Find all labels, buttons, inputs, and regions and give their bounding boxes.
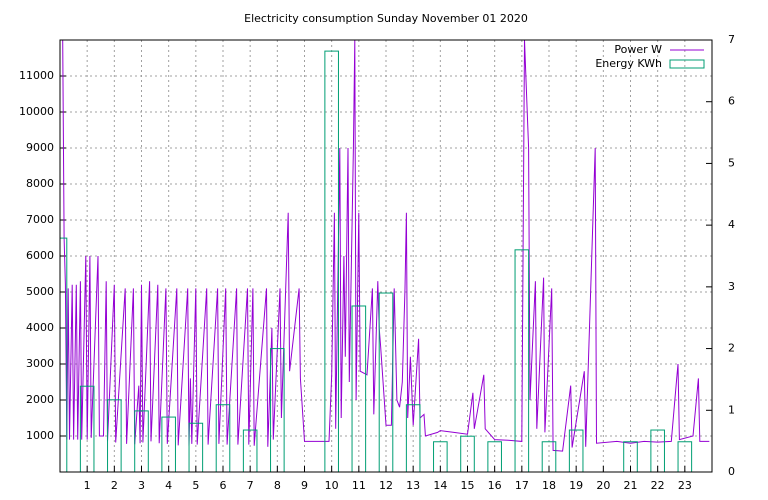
energy-bar [541, 441, 557, 472]
y-tick-label: 3000 [26, 357, 54, 370]
x-tick-label: 10 [325, 479, 339, 492]
y-tick-label: 5000 [26, 285, 54, 298]
y-tick-label: 6000 [26, 249, 54, 262]
x-tick-label: 21 [624, 479, 638, 492]
x-tick-label: 9 [301, 479, 308, 492]
energy-bar [351, 305, 367, 472]
x-tick-label: 23 [678, 479, 692, 492]
energy-bar [378, 292, 394, 472]
power-line [60, 40, 710, 452]
y2-tick-label: 5 [728, 156, 735, 169]
y2-tick-label: 7 [728, 33, 735, 46]
energy-bar [60, 237, 68, 472]
y2-tick-label: 0 [728, 465, 735, 478]
x-tick-label: 1 [84, 479, 91, 492]
x-tick-label: 18 [542, 479, 556, 492]
x-tick-label: 7 [247, 479, 254, 492]
x-tick-label: 15 [461, 479, 475, 492]
x-tick-label: 20 [596, 479, 610, 492]
energy-bar [677, 441, 693, 472]
x-tick-label: 8 [274, 479, 281, 492]
y2-tick-label: 4 [728, 218, 735, 231]
x-tick-label: 14 [433, 479, 447, 492]
y2-tick-label: 3 [728, 280, 735, 293]
y-tick-label: 8000 [26, 177, 54, 190]
energy-bar [134, 410, 149, 472]
y-tick-label: 1000 [26, 429, 54, 442]
chart-title: Electricity consumption Sunday November … [244, 12, 528, 25]
legend-label: Power W [614, 43, 662, 56]
y-tick-label: 9000 [26, 141, 54, 154]
x-tick-label: 12 [379, 479, 393, 492]
x-tick-label: 4 [165, 479, 172, 492]
y-tick-label: 4000 [26, 321, 54, 334]
energy-bar [623, 441, 638, 472]
energy-bar [433, 441, 448, 472]
x-tick-label: 3 [138, 479, 145, 492]
energy-bar [487, 441, 502, 472]
y2-tick-label: 1 [728, 403, 735, 416]
x-tick-label: 16 [488, 479, 502, 492]
x-tick-label: 2 [111, 479, 118, 492]
x-tick-label: 6 [220, 479, 227, 492]
y-tick-label: 10000 [19, 105, 54, 118]
energy-bar [188, 422, 204, 472]
y2-tick-label: 6 [728, 95, 735, 108]
y-tick-label: 7000 [26, 213, 54, 226]
y-tick-label: 11000 [19, 69, 54, 82]
x-tick-label: 5 [192, 479, 199, 492]
x-tick-label: 17 [515, 479, 529, 492]
x-tick-label: 19 [569, 479, 583, 492]
legend-label: Energy KWh [595, 57, 662, 70]
x-tick-label: 13 [406, 479, 420, 492]
y-tick-label: 2000 [26, 393, 54, 406]
legend-swatch [669, 59, 705, 69]
plot-border [59, 39, 713, 473]
y2-tick-label: 2 [728, 342, 735, 355]
x-tick-label: 22 [651, 479, 665, 492]
x-tick-label: 11 [352, 479, 366, 492]
energy-bar [270, 348, 285, 472]
energy-bar [514, 249, 530, 472]
energy-bar [460, 435, 475, 472]
